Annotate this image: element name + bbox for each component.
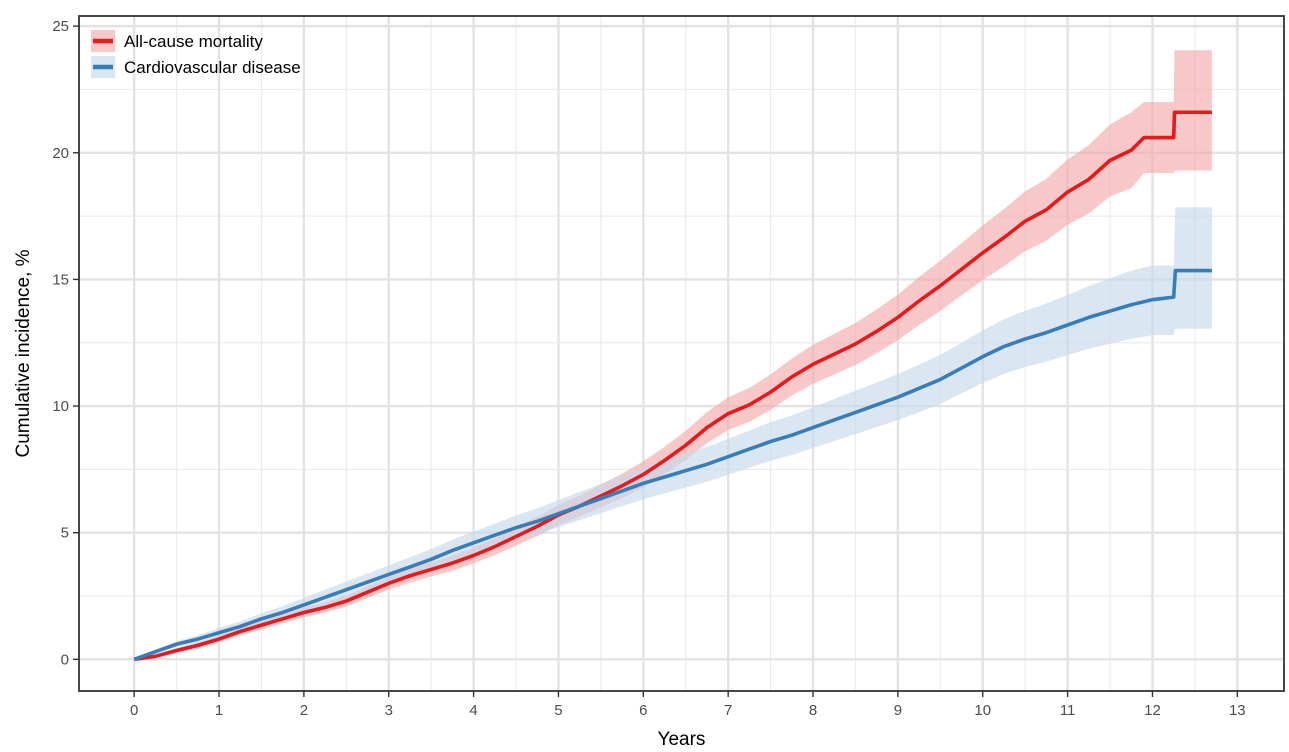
x-tick-label: 5 (554, 702, 562, 719)
x-tick-label: 4 (469, 702, 477, 719)
x-tick-label: 2 (300, 702, 308, 719)
legend: All-cause mortality Cardiovascular disea… (91, 30, 301, 78)
y-tick-label: 25 (52, 18, 69, 35)
y-tick-label: 15 (52, 271, 69, 288)
series-lines (133, 110, 1212, 662)
x-tick-label: 6 (639, 702, 647, 719)
y-tick-label: 10 (52, 398, 69, 415)
y-tick-label: 20 (52, 145, 69, 162)
series-line-cardiovascular-disease (133, 268, 1212, 662)
x-axis: 0 1 2 3 4 5 6 7 8 9 10 11 12 13 (130, 691, 1246, 719)
y-axis-title: Cumulative incidence, % (13, 249, 34, 457)
y-tick-label: 5 (61, 525, 69, 542)
legend-label-cardiovascular-disease: Cardiovascular disease (124, 58, 301, 77)
x-tick-label: 8 (809, 702, 817, 719)
x-tick-label: 9 (894, 702, 902, 719)
major-gridlines (79, 16, 1284, 691)
panel-border (78, 15, 1285, 692)
x-tick-label: 10 (974, 702, 991, 719)
series-line-all-cause-mortality (133, 110, 1212, 662)
x-tick-label: 1 (215, 702, 223, 719)
legend-label-all-cause-mortality: All-cause mortality (124, 32, 263, 51)
x-tick-label: 12 (1144, 702, 1161, 719)
y-tick-label: 0 (61, 651, 69, 668)
x-tick-label: 7 (724, 702, 732, 719)
x-tick-label: 11 (1060, 702, 1076, 719)
x-axis-title: Years (658, 729, 706, 750)
x-tick-label: 0 (130, 702, 138, 719)
x-tick-label: 3 (385, 702, 393, 719)
x-tick-label: 13 (1229, 702, 1246, 719)
y-axis: 0 5 10 15 20 25 (52, 18, 79, 668)
